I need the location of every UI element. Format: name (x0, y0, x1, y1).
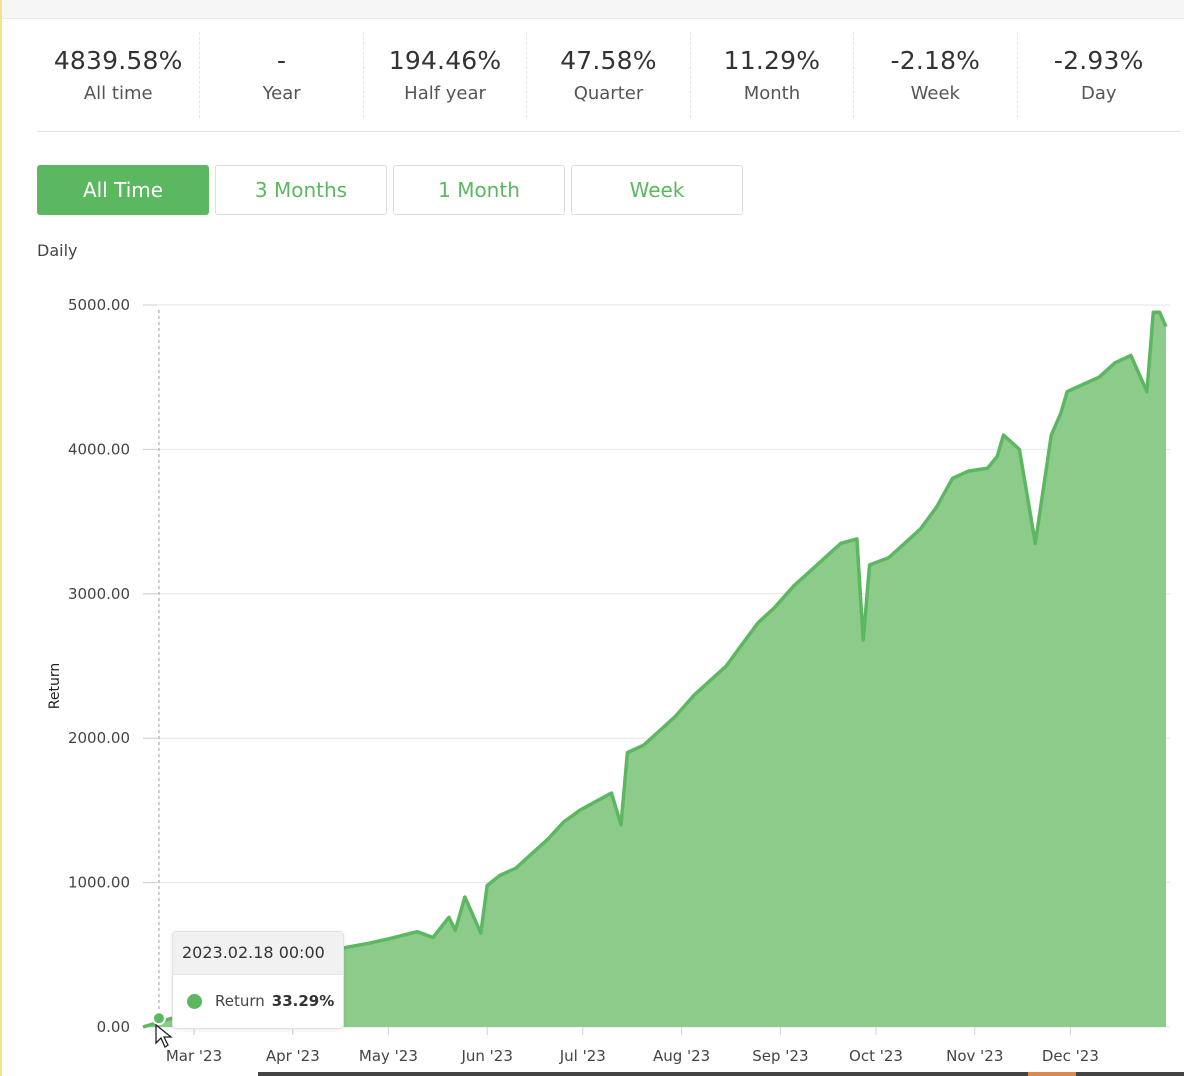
window-left-edge (0, 0, 2, 1076)
y-axis-label: Return (47, 663, 63, 709)
x-tick-label: Jul '23 (559, 1047, 606, 1065)
tooltip-value: 33.29% (271, 992, 335, 1010)
stat-label: Month (743, 83, 801, 104)
range-week-button[interactable]: Week (571, 165, 743, 215)
x-tick-label: Aug '23 (653, 1047, 710, 1065)
y-tick-label: 1000.00 (68, 874, 130, 892)
range-all-time-button[interactable]: All Time (37, 165, 209, 215)
period-label: Daily (37, 241, 78, 260)
series-dot-icon (187, 993, 202, 1009)
stat-quarter: 47.58% Quarter (527, 32, 691, 118)
tooltip-series-name: Return (215, 992, 265, 1010)
stat-month: 11.29% Month (691, 32, 855, 118)
stats-divider (37, 131, 1180, 132)
stat-value: 47.58% (560, 46, 657, 75)
y-tick-label: 0.00 (97, 1018, 130, 1036)
chart-tooltip: 2023.02.18 00:00 Return 33.29% (172, 931, 344, 1029)
x-tick-label: Jun '23 (460, 1047, 512, 1065)
top-strip (2, 0, 1184, 19)
stat-label: Day (1080, 83, 1117, 104)
bottom-bar (258, 1072, 1184, 1076)
x-tick-label: Oct '23 (849, 1047, 903, 1065)
stat-all-time: 4839.58% All time (37, 32, 201, 118)
y-tick-label: 5000.00 (68, 296, 130, 314)
return-line (142, 310, 1168, 1029)
stat-half-year: 194.46% Half year (364, 32, 528, 118)
return-area (143, 312, 1166, 1027)
stat-value: - (277, 46, 287, 75)
range-selector: All Time 3 Months 1 Month Week (37, 165, 743, 215)
range-1-month-button[interactable]: 1 Month (393, 165, 565, 215)
stat-label: Week (910, 83, 960, 104)
mouse-pointer-icon (155, 1024, 173, 1048)
x-tick-label: Dec '23 (1042, 1047, 1099, 1065)
y-tick-label: 3000.00 (68, 585, 130, 603)
x-tick-label: Apr '23 (266, 1047, 320, 1065)
stat-day: -2.93% Day (1018, 32, 1180, 118)
x-tick-label: Mar '23 (166, 1047, 222, 1065)
stat-value: -2.18% (890, 46, 981, 75)
stat-year: - Year (200, 32, 364, 118)
tooltip-date: 2023.02.18 00:00 (173, 932, 343, 975)
bottom-bar-highlight (1028, 1072, 1076, 1076)
stat-label: Year (262, 83, 301, 104)
hover-point (151, 1011, 166, 1026)
stat-label: Quarter (573, 83, 644, 104)
tooltip-row: Return 33.29% (173, 975, 343, 1010)
stats-bar: 4839.58% All time - Year 194.46% Half ye… (37, 32, 1180, 118)
y-tick-label: 4000.00 (68, 440, 130, 458)
range-3-months-button[interactable]: 3 Months (215, 165, 387, 215)
x-tick-label: Sep '23 (752, 1047, 808, 1065)
x-tick-label: Nov '23 (946, 1047, 1003, 1065)
stat-label: All time (83, 83, 153, 104)
stat-value: 194.46% (388, 46, 502, 75)
stat-label: Half year (404, 83, 486, 104)
stat-week: -2.18% Week (854, 32, 1018, 118)
stat-value: -2.93% (1053, 46, 1144, 75)
x-tick-label: May '23 (359, 1047, 418, 1065)
y-tick-label: 2000.00 (68, 729, 130, 747)
stat-value: 4839.58% (53, 46, 183, 75)
return-chart[interactable]: 0.001000.002000.003000.004000.005000.00 … (0, 280, 1184, 1075)
stat-value: 11.29% (723, 46, 821, 75)
